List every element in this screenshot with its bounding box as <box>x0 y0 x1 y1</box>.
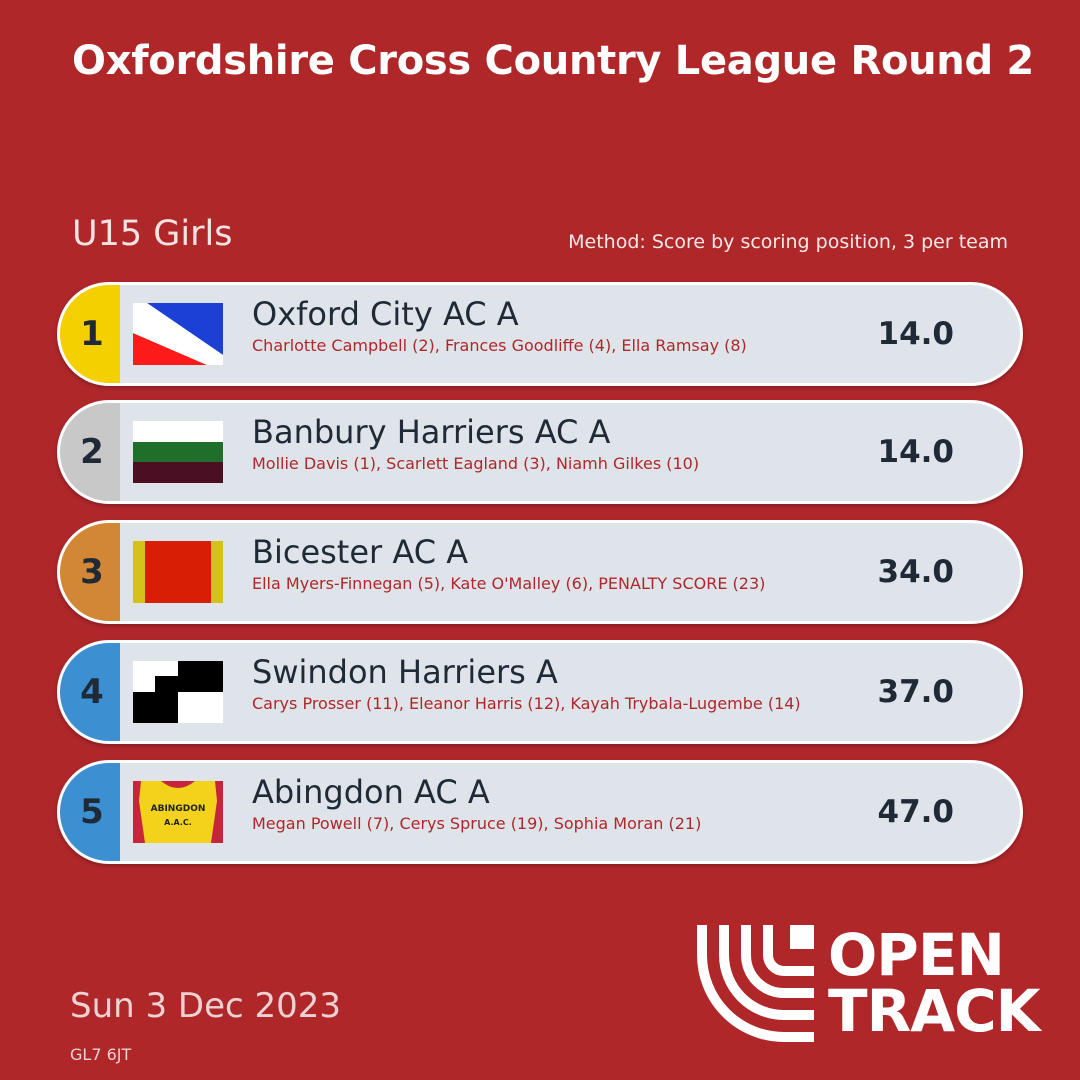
result-row: 4 Swindon Harriers A Carys Prosser (11),… <box>57 640 1023 744</box>
rank-badge: 2 <box>60 403 120 501</box>
svg-text:A.A.C.: A.A.C. <box>164 818 192 827</box>
team-athletes: Ella Myers-Finnegan (5), Kate O'Malley (… <box>252 574 766 593</box>
rank-badge: 3 <box>60 523 120 621</box>
rank-badge: 5 <box>60 763 120 861</box>
team-name: Abingdon AC A <box>252 773 490 811</box>
team-name: Bicester AC A <box>252 533 469 571</box>
opentrack-logo: OPEN TRACK <box>694 925 1044 1045</box>
team-score: 34.0 <box>877 554 955 590</box>
scoring-method: Method: Score by scoring position, 3 per… <box>568 231 1008 253</box>
team-athletes: Megan Powell (7), Cerys Spruce (19), Sop… <box>252 814 702 833</box>
club-flag-swindon <box>133 661 223 723</box>
opentrack-mark-icon <box>697 925 814 1042</box>
logo-line-2: TRACK <box>828 977 1041 1045</box>
club-flag-bicester <box>133 541 223 603</box>
team-athletes: Charlotte Campbell (2), Frances Goodliff… <box>252 336 747 355</box>
result-row: 1 Oxford City AC A Charlotte Campbell (2… <box>57 282 1023 386</box>
team-score: 14.0 <box>877 316 955 352</box>
team-name: Oxford City AC A <box>252 295 519 333</box>
page-title: Oxfordshire Cross Country League Round 2 <box>72 38 1034 84</box>
team-athletes: Carys Prosser (11), Eleanor Harris (12),… <box>252 694 801 713</box>
club-flag-oxford-city <box>133 303 223 365</box>
team-athletes: Mollie Davis (1), Scarlett Eagland (3), … <box>252 454 700 473</box>
logo-wordmark: OPEN TRACK <box>828 921 1041 1045</box>
rank-badge: 1 <box>60 285 120 383</box>
rank-badge: 4 <box>60 643 120 741</box>
team-score: 37.0 <box>877 674 955 710</box>
event-date: Sun 3 Dec 2023 <box>70 986 342 1026</box>
team-name: Banbury Harriers AC A <box>252 413 611 451</box>
result-row: 3 Bicester AC A Ella Myers-Finnegan (5),… <box>57 520 1023 624</box>
event-postcode: GL7 6JT <box>70 1045 132 1064</box>
team-score: 47.0 <box>877 794 955 830</box>
team-score: 14.0 <box>877 434 955 470</box>
team-name: Swindon Harriers A <box>252 653 558 691</box>
logo-line-1: OPEN <box>828 921 1005 989</box>
svg-text:ABINGDON: ABINGDON <box>151 804 206 814</box>
result-row: 5 ABINGDON A.A.C. Abingdon AC A Megan Po… <box>57 760 1023 864</box>
category-label: U15 Girls <box>72 214 233 254</box>
club-flag-banbury <box>133 421 223 483</box>
club-vest-abingdon: ABINGDON A.A.C. <box>133 781 223 843</box>
result-row: 2 Banbury Harriers AC A Mollie Davis (1)… <box>57 400 1023 504</box>
